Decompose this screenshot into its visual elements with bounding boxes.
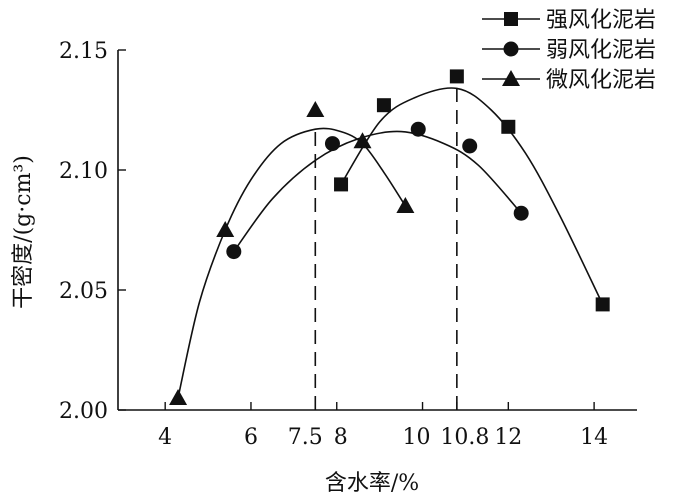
data-point-triangle xyxy=(396,197,415,213)
legend-label: 弱风化泥岩 xyxy=(546,38,656,63)
y-tick-label: 2.00 xyxy=(59,399,108,424)
legend-item: 微风化泥岩 xyxy=(482,68,656,93)
data-point-triangle xyxy=(216,221,235,237)
series-fit-curve xyxy=(340,87,604,305)
series-circle xyxy=(226,121,529,260)
data-point-square xyxy=(595,297,610,312)
data-point-circle xyxy=(226,244,242,260)
data-point-square xyxy=(334,177,349,192)
y-axis-title: 干密度/(g·cm³) xyxy=(11,155,36,309)
data-point-circle xyxy=(462,138,478,154)
x-tick-label: 6 xyxy=(244,425,258,450)
legend-marker-circle xyxy=(503,41,519,57)
x-tick-label: 8 xyxy=(334,425,348,450)
data-point-triangle xyxy=(306,101,325,117)
x-tick-label: 7.5 xyxy=(288,425,323,450)
x-tick-label: 12 xyxy=(494,425,522,450)
y-tick-label: 2.15 xyxy=(59,39,108,64)
x-tick-label: 10 xyxy=(403,425,431,450)
legend-item: 弱风化泥岩 xyxy=(482,38,656,63)
legend-label: 微风化泥岩 xyxy=(546,68,656,93)
series-square xyxy=(334,69,610,312)
legend-marker-square xyxy=(504,12,518,26)
y-axis-ticks: 2.00 2.05 2.10 2.15 xyxy=(59,39,126,424)
legend-marker-triangle xyxy=(502,70,520,86)
x-tick-label: 14 xyxy=(580,425,608,450)
series-layer xyxy=(169,69,610,405)
data-point-square xyxy=(449,69,464,84)
series-triangle xyxy=(169,101,415,405)
x-tick-label: 10.8 xyxy=(440,425,489,450)
series-fit-curve xyxy=(233,130,522,253)
y-tick-label: 2.05 xyxy=(59,279,108,304)
reference-lines xyxy=(314,88,458,410)
series-fit-curve xyxy=(177,127,407,399)
legend-label: 强风化泥岩 xyxy=(546,8,656,33)
y-tick-label: 2.10 xyxy=(59,159,108,184)
data-point-circle xyxy=(410,121,426,137)
x-tick-label: 4 xyxy=(158,425,172,450)
x-axis-title: 含水率/% xyxy=(325,471,419,496)
x-axis-ticks: 4 6 7.5 8 10 10.8 12 14 xyxy=(158,402,608,450)
data-point-circle xyxy=(513,205,529,221)
data-point-circle xyxy=(324,136,340,152)
plot-frame xyxy=(117,50,637,411)
data-point-triangle xyxy=(353,132,372,149)
data-point-triangle xyxy=(169,389,188,405)
data-point-square xyxy=(501,119,516,134)
data-point-square xyxy=(376,98,391,113)
legend-item: 强风化泥岩 xyxy=(482,8,656,33)
